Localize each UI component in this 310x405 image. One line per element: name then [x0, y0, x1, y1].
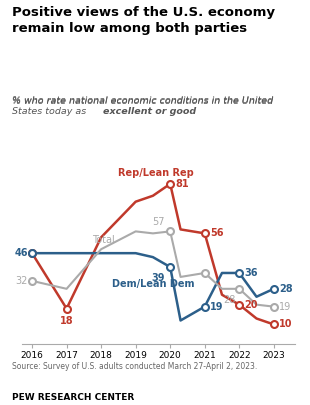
Text: % who rate national economic conditions in the United: % who rate national economic conditions …	[12, 97, 273, 106]
Text: PEW RESEARCH CENTER: PEW RESEARCH CENTER	[12, 393, 135, 402]
Text: Positive views of the U.S. economy
remain low among both parties: Positive views of the U.S. economy remai…	[12, 6, 275, 34]
Text: % who rate national economic conditions in the United: % who rate national economic conditions …	[12, 96, 273, 105]
Text: 28: 28	[279, 284, 293, 294]
Text: 56: 56	[210, 228, 224, 239]
Text: 19: 19	[279, 302, 291, 311]
Text: 28: 28	[224, 295, 236, 305]
Text: 46: 46	[15, 248, 28, 258]
Text: 10: 10	[279, 320, 292, 329]
Text: Rep/Lean Rep: Rep/Lean Rep	[118, 168, 194, 178]
Text: 18: 18	[60, 315, 73, 326]
Text: 57: 57	[153, 217, 165, 228]
Text: Total: Total	[92, 235, 115, 245]
Text: 39: 39	[152, 273, 165, 283]
Text: 19: 19	[210, 302, 224, 311]
Text: 32: 32	[16, 276, 28, 286]
Text: Dem/Lean Dem: Dem/Lean Dem	[112, 279, 194, 289]
Text: excellent or good: excellent or good	[103, 107, 196, 116]
Text: Source: Survey of U.S. adults conducted March 27-April 2, 2023.: Source: Survey of U.S. adults conducted …	[12, 362, 258, 371]
Text: 81: 81	[175, 179, 189, 189]
Text: 20: 20	[244, 300, 258, 310]
Text: 36: 36	[244, 268, 258, 278]
Text: States today as: States today as	[12, 107, 90, 116]
